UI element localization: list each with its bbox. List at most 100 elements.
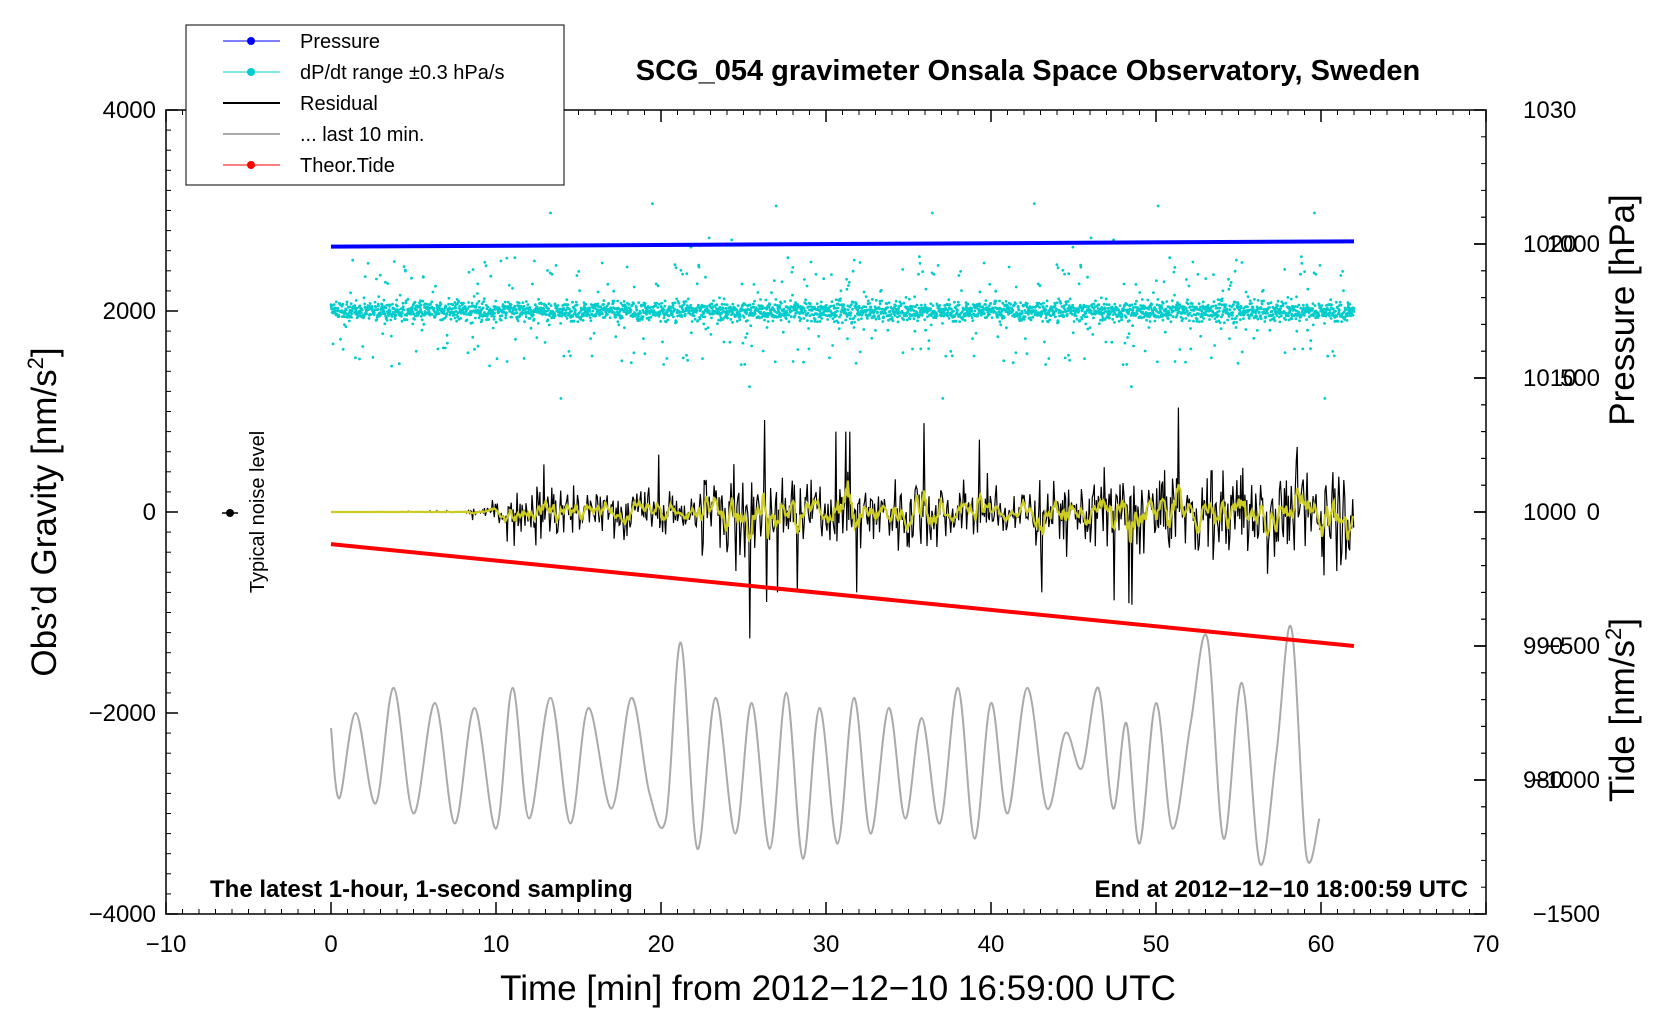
legend-entry: Residual <box>223 93 378 115</box>
dpdt-point <box>999 313 1003 316</box>
dpdt-point <box>742 316 746 319</box>
dpdt-point <box>679 310 683 314</box>
dpdt-point <box>899 302 903 306</box>
dpdt-point <box>712 299 715 303</box>
dpdt-point <box>1322 314 1325 318</box>
dpdt-point <box>624 305 628 308</box>
dpdt-point <box>1186 298 1189 302</box>
dpdt-point <box>1147 326 1151 329</box>
dpdt-point <box>749 324 753 328</box>
dpdt-point <box>913 295 916 299</box>
dpdt-point <box>565 298 569 302</box>
dpdt-point <box>790 315 793 318</box>
dpdt-point <box>881 320 885 323</box>
dpdt-point <box>864 305 867 309</box>
dpdt-point <box>672 315 675 319</box>
dpdt-point <box>837 327 841 330</box>
dpdt-point <box>345 308 348 312</box>
dpdt-point <box>849 313 852 317</box>
dpdt-point <box>1153 319 1157 323</box>
dpdt-point <box>706 326 710 329</box>
dpdt-point <box>685 309 689 312</box>
dpdt-point <box>766 320 770 323</box>
dpdt-point <box>1017 308 1021 312</box>
dpdt-point <box>686 358 690 362</box>
dpdt-point <box>1107 303 1111 307</box>
dpdt-point <box>521 301 525 304</box>
dpdt-point <box>1247 317 1251 320</box>
dpdt-point <box>1071 245 1075 249</box>
dpdt-point <box>1237 305 1240 309</box>
dpdt-point <box>907 297 911 301</box>
dpdt-point <box>1131 309 1135 312</box>
dpdt-point <box>847 284 850 287</box>
dpdt-point <box>688 309 691 313</box>
dpdt-point <box>566 303 570 307</box>
dpdt-point <box>445 312 449 315</box>
dpdt-point <box>1229 281 1233 284</box>
dpdt-point <box>692 314 696 318</box>
dpdt-point <box>799 317 803 321</box>
legend-label: dP/dt range ±0.3 hPa/s <box>300 62 504 84</box>
dpdt-point <box>1068 297 1072 301</box>
dpdt-point <box>953 315 957 318</box>
dpdt-point <box>1064 310 1067 314</box>
dpdt-point <box>1306 328 1309 332</box>
dpdt-point <box>1217 314 1220 317</box>
dpdt-point <box>1169 313 1172 317</box>
dpdt-point <box>1067 272 1071 276</box>
dpdt-point <box>984 299 988 302</box>
y-tick-label: −4000 <box>89 901 156 928</box>
dpdt-point <box>803 309 807 313</box>
y3-tick-label: −1000 <box>1533 767 1600 794</box>
dpdt-point <box>1091 333 1095 336</box>
dpdt-point <box>1052 312 1056 316</box>
y2-tick-label: 1030 <box>1523 97 1576 124</box>
dpdt-point <box>334 306 338 310</box>
dpdt-point <box>1259 317 1263 321</box>
dpdt-point <box>553 314 557 317</box>
dpdt-point <box>503 307 506 311</box>
dpdt-point <box>1061 310 1065 314</box>
dpdt-point <box>673 301 677 305</box>
dpdt-point <box>1011 308 1015 312</box>
dpdt-point <box>1149 306 1153 309</box>
dpdt-point <box>1097 303 1101 307</box>
dpdt-point <box>896 320 900 324</box>
dpdt-point <box>1200 309 1204 313</box>
dpdt-point <box>573 311 577 314</box>
dpdt-point <box>1311 323 1315 327</box>
dpdt-point <box>1130 311 1134 315</box>
dpdt-point <box>904 296 908 299</box>
dpdt-point <box>610 309 614 313</box>
dpdt-point <box>1214 304 1218 308</box>
dpdt-point <box>738 313 742 317</box>
dpdt-point <box>421 299 425 303</box>
dpdt-point <box>1067 353 1070 357</box>
dpdt-point <box>704 275 707 279</box>
dpdt-point <box>745 332 749 335</box>
dpdt-point <box>717 318 720 322</box>
dpdt-point <box>397 362 401 366</box>
dpdt-point <box>1067 309 1071 312</box>
dpdt-point <box>988 282 992 286</box>
dpdt-point <box>453 313 456 317</box>
dpdt-point <box>807 327 810 330</box>
dpdt-point <box>661 340 664 344</box>
dpdt-point <box>836 306 840 310</box>
dpdt-point <box>805 284 809 288</box>
dpdt-point <box>378 273 382 277</box>
dpdt-point <box>1083 357 1086 360</box>
dpdt-point <box>1192 319 1195 323</box>
dpdt-point <box>385 303 389 307</box>
dpdt-point <box>750 344 753 348</box>
dpdt-point <box>766 315 769 319</box>
dpdt-point <box>876 310 879 314</box>
dpdt-point <box>868 313 872 317</box>
dpdt-point <box>675 297 679 301</box>
dpdt-point <box>1005 326 1008 330</box>
dpdt-point <box>1040 312 1044 316</box>
dpdt-point <box>432 306 436 310</box>
dpdt-point <box>1103 307 1107 310</box>
dpdt-point <box>618 313 621 316</box>
